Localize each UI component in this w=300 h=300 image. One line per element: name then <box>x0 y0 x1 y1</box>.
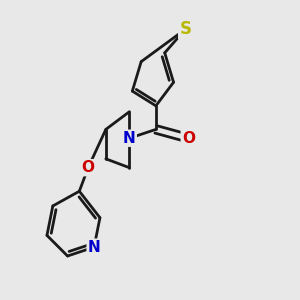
Text: S: S <box>179 20 191 38</box>
Text: O: O <box>182 131 195 146</box>
Text: N: N <box>123 131 136 146</box>
Text: N: N <box>88 240 100 255</box>
Text: O: O <box>82 160 95 175</box>
